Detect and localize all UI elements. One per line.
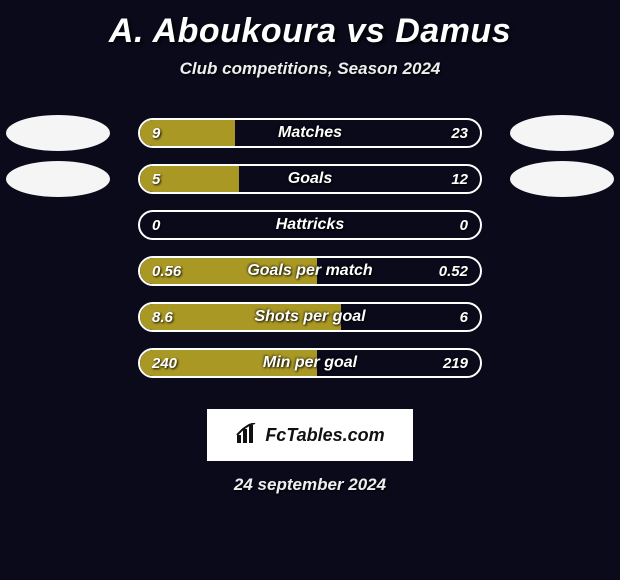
stat-bar: 240Min per goal219 [138, 348, 482, 378]
stat-row: 0.56Goals per match0.52 [0, 253, 620, 299]
player-avatar-right [510, 115, 614, 151]
comparison-card: A. Aboukoura vs Damus Club competitions,… [0, 0, 620, 580]
stat-row: 5Goals12 [0, 161, 620, 207]
stat-row: 8.6Shots per goal6 [0, 299, 620, 345]
stat-row: 9Matches23 [0, 115, 620, 161]
stat-rows-container: 9Matches23 5Goals12 0Hattricks0 0.56Goals p… [0, 115, 620, 391]
player-avatar-left [6, 161, 110, 197]
stat-bar-fill [140, 166, 239, 192]
stat-bar-fill [140, 304, 341, 330]
stat-bar-fill [140, 120, 235, 146]
subtitle: Club competitions, Season 2024 [0, 59, 620, 79]
stat-bar-fill [140, 258, 317, 284]
stat-label: Hattricks [140, 212, 480, 238]
stat-row: 240Min per goal219 [0, 345, 620, 391]
stat-value-right: 12 [451, 166, 468, 192]
stat-value-right: 0.52 [439, 258, 468, 284]
player-avatar-right [510, 161, 614, 197]
stat-bar: 5Goals12 [138, 164, 482, 194]
stat-bar: 0.56Goals per match0.52 [138, 256, 482, 286]
stat-row: 0Hattricks0 [0, 207, 620, 253]
stat-value-right: 23 [451, 120, 468, 146]
date-label: 24 september 2024 [0, 475, 620, 495]
stat-value-left: 0 [152, 212, 160, 238]
player-avatar-left [6, 115, 110, 151]
logo-box[interactable]: FcTables.com [207, 409, 413, 461]
stat-bar: 0Hattricks0 [138, 210, 482, 240]
stat-bar: 9Matches23 [138, 118, 482, 148]
stat-bar: 8.6Shots per goal6 [138, 302, 482, 332]
stat-value-right: 6 [460, 304, 468, 330]
logo-text: FcTables.com [265, 425, 384, 446]
stat-bar-fill [140, 350, 317, 376]
page-title: A. Aboukoura vs Damus [0, 8, 620, 59]
bars-icon [235, 423, 259, 447]
stat-value-right: 0 [460, 212, 468, 238]
stat-value-right: 219 [443, 350, 468, 376]
